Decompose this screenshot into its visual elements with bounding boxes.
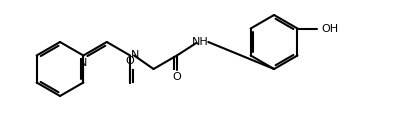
Text: N: N [79,58,87,67]
Text: NH: NH [192,37,209,47]
Text: O: O [126,55,135,66]
Text: O: O [172,72,181,83]
Text: OH: OH [321,23,338,34]
Text: N: N [131,51,139,60]
